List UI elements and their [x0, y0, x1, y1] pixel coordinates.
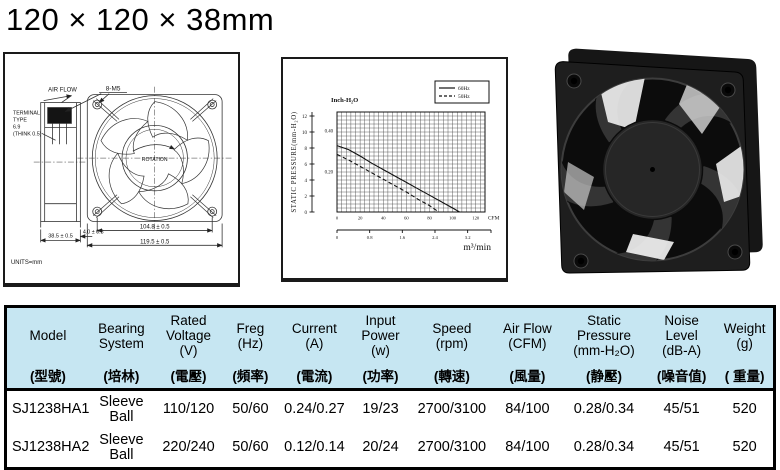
spec-table-header: Model (型號) Bearing System (培林) Rated Voltage (V…	[5, 306, 775, 391]
x2-tick-label: 3.2	[465, 235, 471, 240]
x-tick-label: 120	[472, 216, 480, 221]
fan-photo-illustration	[554, 48, 763, 274]
column-header-3: Freg (Hz) (頻率)	[223, 306, 278, 391]
column-header-9: Noise Level (dB-A) (噪音值)	[646, 306, 717, 391]
cell: 20/24	[362, 439, 399, 456]
cell: 2700/3100	[417, 439, 487, 456]
x-tick-label: 60	[404, 216, 409, 221]
static-pressure-chart: 0 2 4 6 8 10 12 0.40 0.20 0 20 40 60 80 100 120 CFM 0 0.8 1…	[291, 80, 500, 253]
y-tick-label: 8	[305, 147, 308, 152]
dim-flange: 4.0 ± 0.3	[83, 229, 104, 235]
cell: Sleeve Ball	[99, 393, 144, 425]
x2-tick-label: 0	[336, 235, 339, 240]
terminal-label-4: (THINK 0.5)	[13, 131, 42, 137]
x2-tick-label: 0.8	[367, 235, 373, 240]
y-tick-label: 4	[305, 179, 308, 184]
cell: Sleeve Ball	[99, 431, 144, 463]
cell: 0.28/0.34	[573, 439, 635, 456]
y-tick-label: 6	[305, 163, 308, 168]
product-photo	[538, 42, 778, 295]
cell: 50/60	[232, 439, 269, 456]
mounting-holes-label: 8-M5	[106, 86, 121, 93]
cell: 0.24/0.27	[284, 401, 345, 418]
x2-tick-label: 1.6	[399, 235, 405, 240]
cell: 19/23	[362, 401, 399, 418]
table-row: SJ1238HA1 Sleeve Ball 110/120 50/60 0.24/0.2…	[6, 390, 775, 430]
cell: 0.28/0.34	[573, 401, 635, 418]
cell: 110/120	[162, 401, 215, 418]
technical-drawing: AIR FLOW 8-M5 TERMINAL TYPE 6.9 (THINK 0…	[11, 86, 233, 266]
cell: 520	[732, 401, 757, 418]
y2-label: 0.40	[325, 130, 334, 135]
cell: 45/51	[663, 439, 700, 456]
cell: 0.12/0.14	[284, 439, 345, 456]
x2-tick-label: 2.4	[432, 235, 438, 240]
x2-axis-unit: m³/min	[463, 243, 491, 253]
cell: 84/100	[505, 401, 550, 418]
y-tick-label: 2	[305, 195, 308, 200]
column-header-4: Current (A) (電流)	[277, 306, 352, 391]
cell: 45/51	[663, 401, 700, 418]
fan-screw-holes	[566, 73, 743, 269]
spec-table-body: SJ1238HA1 Sleeve Ball 110/120 50/60 0.24/0.2…	[6, 390, 775, 469]
performance-chart-panel: 0 2 4 6 8 10 12 0.40 0.20 0 20 40 60 80 100 120 CFM 0 0.8 1…	[281, 57, 508, 282]
column-header-2: Rated Voltage (V) (電壓)	[153, 306, 224, 391]
cell: 84/100	[505, 439, 550, 456]
column-header-0: Model (型號)	[5, 306, 89, 391]
cell: 2700/3100	[417, 401, 487, 418]
x-axis-unit: CFM	[488, 216, 500, 222]
curve-60Hz	[336, 145, 460, 213]
legend-box	[434, 80, 490, 104]
y2-label: 0.20	[325, 170, 334, 175]
cell: SJ1238HA1	[12, 401, 90, 418]
y-tick-label: 10	[302, 131, 308, 136]
y-tick-label: 0	[305, 211, 308, 216]
terminal-label-3: 6.9	[13, 124, 20, 130]
x-tick-label: 80	[427, 216, 432, 221]
y-tick-label: 12	[302, 115, 308, 120]
column-header-1: Bearing System (培林)	[88, 306, 154, 391]
terminal-label-2: TYPE	[13, 117, 27, 123]
x-tick-label: 40	[381, 216, 386, 221]
technical-drawing-panel: AIR FLOW 8-M5 TERMINAL TYPE 6.9 (THINK 0…	[3, 52, 240, 287]
units-label: UNITS=mm	[11, 260, 42, 266]
dim-hole-spacing: 104.8 ± 0.5	[140, 224, 170, 230]
cell: 50/60	[232, 401, 269, 418]
table-row: SJ1238HA2 Sleeve Ball 220/240 50/60 0.12/0.1…	[6, 429, 775, 469]
x-tick-label: 100	[449, 216, 457, 221]
y-axis-title: STATIC PRESSURE(mm-H₂O)	[291, 111, 298, 212]
legend-label-60Hz: 60Hz	[458, 86, 470, 92]
x-tick-label: 20	[358, 216, 363, 221]
plot-border	[336, 111, 486, 213]
chart-title: Inch-H₂O	[331, 97, 358, 104]
cell: 520	[732, 439, 757, 456]
x-tick-label: 0	[336, 216, 339, 221]
cell: SJ1238HA2	[12, 439, 90, 456]
column-header-10: Weight (g)( 重量)	[716, 306, 775, 391]
rotation-label: ROTATION	[142, 157, 168, 163]
dim-frame-size: 119.5 ± 0.5	[140, 239, 170, 245]
column-header-8: Static Pressure (mm-H₂O) (静壓)	[560, 306, 647, 391]
column-header-6: Speed (rpm) (轉速)	[409, 306, 494, 391]
column-header-5: Input Power (w) (功率)	[351, 306, 410, 391]
spec-table: Model (型號) Bearing System (培林) Rated Voltage (V…	[4, 305, 776, 470]
dim-depth: 38.5 ± 0.5	[48, 233, 73, 239]
terminal-label-1: TERMINAL	[13, 110, 40, 116]
air-flow-label: AIR FLOW	[48, 88, 77, 94]
curve-50Hz	[336, 153, 440, 213]
cell: 220/240	[162, 439, 215, 456]
page-title: 120 × 120 × 38mm	[6, 2, 275, 37]
column-header-7: Air Flow (CFM) (風量)	[493, 306, 561, 391]
legend-label-50Hz: 50Hz	[458, 94, 470, 100]
